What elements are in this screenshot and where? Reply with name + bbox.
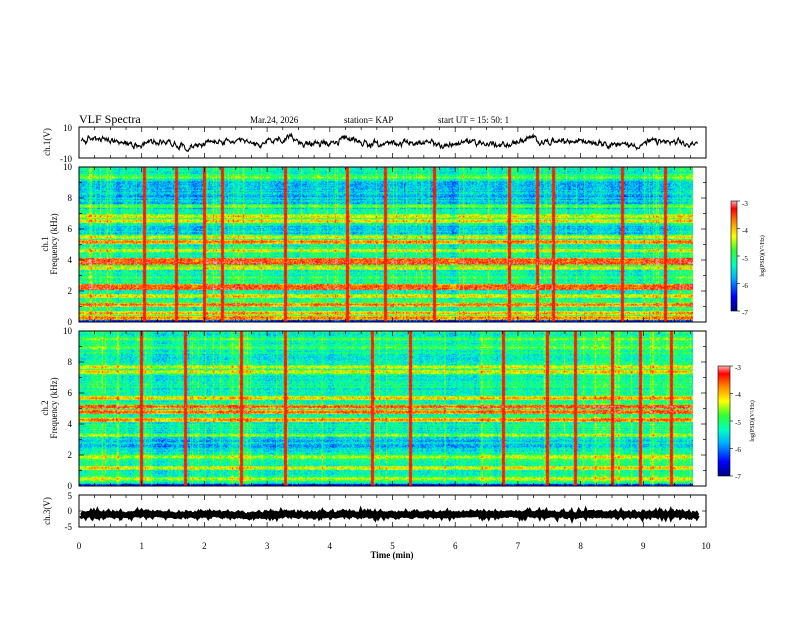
ch1-colorbar-scale bbox=[730, 200, 738, 312]
xtick-5: 5 bbox=[390, 541, 395, 551]
ch1-spectrogram-ylabel-frequency: Frequency (kHz) bbox=[49, 213, 59, 274]
ch3-ytick-top: 5 bbox=[68, 491, 73, 501]
ch1-waveform-ylabel: ch.1(V) bbox=[42, 128, 52, 156]
ch1-colorbar-tick-m4: -4 bbox=[742, 227, 748, 235]
ch1-spectrogram-panel: 0 2 4 6 8 10 ch.1 Frequency (kHz) -3 -4 … bbox=[40, 162, 766, 327]
date-label: Mar.24, 2026 bbox=[250, 115, 299, 125]
ch1-waveform-panel: 10 -10 ch.1(V) bbox=[42, 123, 707, 164]
ch2-ytick-4: 4 bbox=[68, 419, 73, 429]
ch2-spectrogram-ylabel-frequency: Frequency (kHz) bbox=[49, 377, 59, 438]
ch1-colorbar: -3 -4 -5 -6 -7 log(PSD)(V²/Hz) bbox=[730, 200, 766, 317]
ch1-colorbar-label: log(PSD)(V²/Hz) bbox=[759, 235, 766, 276]
ch3-ytick-bottom: -5 bbox=[65, 522, 73, 532]
ch1-spectrogram-ylabel-channel: ch.1 bbox=[40, 236, 50, 251]
time-axis: 0 1 2 3 4 5 6 7 8 9 10 Time (min) bbox=[77, 541, 711, 560]
ch1-ytick-top: 10 bbox=[63, 123, 73, 133]
ch2-colorbar-tick-m6: -6 bbox=[735, 446, 741, 454]
ch1-ytick-4: 4 bbox=[68, 255, 73, 265]
ch3-ytick-mid: 0 bbox=[68, 506, 73, 516]
ch2-spectrogram-panel: 0 2 4 6 8 10 ch.2 Frequency (kHz) -3 -4 … bbox=[40, 326, 756, 491]
start-time-label: start UT = 15: 50: 1 bbox=[438, 115, 509, 125]
ch2-colorbar-tick-m7: -7 bbox=[735, 473, 741, 481]
time-axis-label: Time (min) bbox=[370, 550, 413, 560]
ch2-ytick-8: 8 bbox=[68, 357, 73, 367]
ch1-spectrogram-image bbox=[79, 167, 693, 322]
ch1-colorbar-tick-m5: -5 bbox=[742, 255, 748, 263]
xtick-6: 6 bbox=[453, 541, 458, 551]
station-label: station= KAP bbox=[344, 115, 393, 125]
ch2-colorbar-tick-m4: -4 bbox=[735, 391, 741, 399]
ch3-waveform-trace bbox=[79, 505, 700, 524]
ch1-colorbar-tick-m6: -6 bbox=[742, 282, 748, 290]
ch1-ytick-bottom: -10 bbox=[60, 154, 72, 164]
xtick-1: 1 bbox=[139, 541, 144, 551]
xtick-0: 0 bbox=[77, 541, 82, 551]
ch2-ytick-10: 10 bbox=[63, 326, 73, 336]
xtick-9: 9 bbox=[641, 541, 646, 551]
xtick-8: 8 bbox=[578, 541, 583, 551]
ch2-colorbar: -3 -4 -5 -6 -7 log(PSD)(V²/Hz) bbox=[717, 364, 756, 481]
ch1-ytick-8: 8 bbox=[68, 193, 73, 203]
xtick-7: 7 bbox=[516, 541, 521, 551]
ch1-colorbar-tick-m3: -3 bbox=[742, 200, 748, 208]
ch2-colorbar-scale bbox=[717, 365, 731, 477]
xtick-4: 4 bbox=[328, 541, 333, 551]
ch1-colorbar-tick-m7: -7 bbox=[742, 309, 748, 317]
ch2-colorbar-tick-m3: -3 bbox=[735, 364, 741, 372]
xtick-3: 3 bbox=[265, 541, 270, 551]
ch1-ytick-0: 0 bbox=[68, 317, 73, 327]
ch3-waveform-panel: 5 0 -5 ch.3(V) bbox=[42, 491, 707, 532]
figure-title: VLF Spectra bbox=[79, 112, 141, 126]
ch1-ytick-6: 6 bbox=[68, 224, 73, 234]
ch2-spectrogram-ylabel-channel: ch.2 bbox=[40, 400, 50, 415]
xtick-10: 10 bbox=[702, 541, 712, 551]
ch1-ytick-10: 10 bbox=[63, 162, 73, 172]
ch2-ytick-0: 0 bbox=[68, 481, 73, 491]
ch2-ytick-2: 2 bbox=[68, 450, 73, 460]
ch2-spectrogram-image bbox=[79, 331, 693, 486]
ch2-colorbar-tick-m5: -5 bbox=[735, 419, 741, 427]
ch2-colorbar-label: log(PSD)(V²/Hz) bbox=[749, 400, 756, 441]
ch1-ytick-2: 2 bbox=[68, 286, 73, 296]
ch1-waveform-trace bbox=[80, 132, 698, 152]
ch2-ytick-6: 6 bbox=[68, 388, 73, 398]
ch3-waveform-ylabel: ch.3(V) bbox=[42, 497, 52, 525]
xtick-2: 2 bbox=[202, 541, 207, 551]
